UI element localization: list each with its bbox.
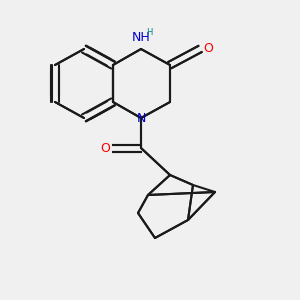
Text: N: N xyxy=(136,112,146,124)
Text: H: H xyxy=(146,28,152,37)
Text: O: O xyxy=(203,43,213,56)
Text: NH: NH xyxy=(132,31,150,44)
Text: O: O xyxy=(100,142,110,154)
